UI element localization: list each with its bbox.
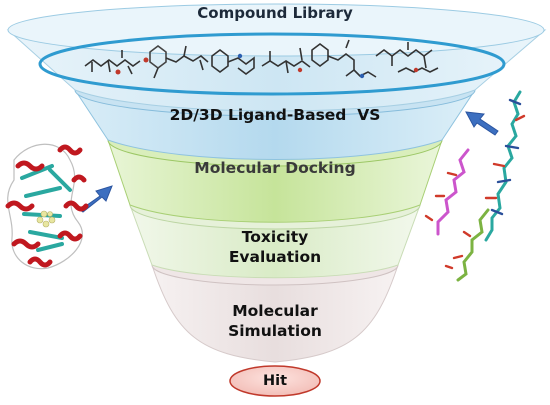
arrow-left-icon [465, 111, 499, 136]
compound-molecules-icon [84, 39, 439, 79]
stage-label-molecular-simulation: Molecular Simulation [180, 301, 370, 341]
band-library [6, 3, 547, 112]
stage-label-toxicity-evaluation: Toxicity Evaluation [180, 227, 370, 267]
stage-label-ligand-based-vs: 2D/3D Ligand-Based VS [169, 106, 381, 124]
stage-label-compound-library: Compound Library [197, 4, 353, 22]
stage-label-molecular-docking: Molecular Docking [194, 159, 356, 177]
stage-label-line: Toxicity [241, 228, 309, 246]
hit-pill [229, 365, 321, 397]
stage-label-line: Evaluation [228, 248, 322, 266]
stage-label-line: Molecular [232, 302, 318, 320]
ligand-molecules-icon [424, 90, 526, 282]
stage-label-line: Simulation [228, 322, 322, 340]
protein-structure-icon [5, 143, 89, 270]
compound-library-ellipse [38, 32, 506, 96]
compound-atoms [115, 53, 419, 79]
hit-label: Hit [262, 373, 288, 389]
